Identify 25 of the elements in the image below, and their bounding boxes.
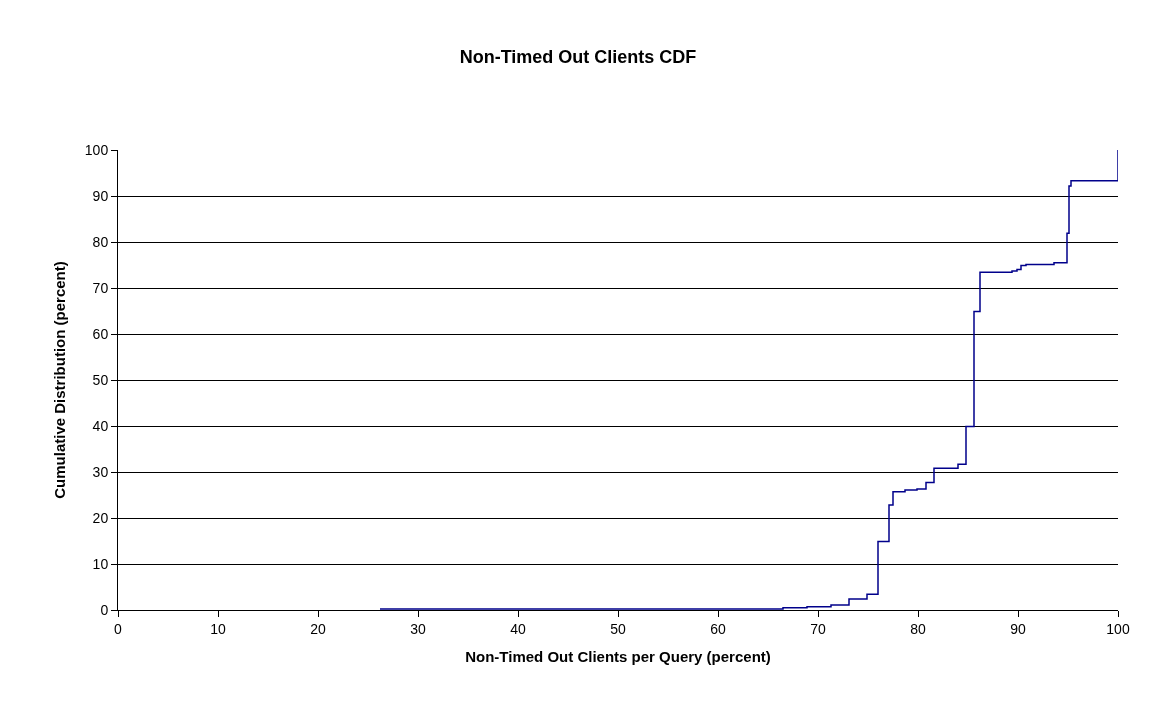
x-tick-label: 50 xyxy=(610,620,626,637)
x-tick-label: 30 xyxy=(410,620,426,637)
x-tick-label: 80 xyxy=(910,620,926,637)
y-axis-title: Cumulative Distribution (percent) xyxy=(51,261,69,499)
y-tick-label: 0 xyxy=(100,601,109,618)
y-tick-label: 50 xyxy=(92,371,109,388)
y-tick-label: 20 xyxy=(92,509,109,526)
y-tick-label: 80 xyxy=(92,233,109,250)
x-axis-title: Non-Timed Out Clients per Query (percent) xyxy=(465,647,771,665)
y-tick-label: 40 xyxy=(92,417,109,434)
y-tick-label: 30 xyxy=(92,463,109,480)
x-tick-label: 10 xyxy=(210,620,226,637)
x-tick-label: 20 xyxy=(310,620,326,637)
x-tick-label: 40 xyxy=(510,620,526,637)
x-tick-label: 60 xyxy=(710,620,726,637)
y-tick-label: 70 xyxy=(92,279,109,296)
x-tick-label: 100 xyxy=(1106,620,1130,637)
x-tick-label: 0 xyxy=(114,620,123,637)
x-tick-label: 90 xyxy=(1010,620,1026,637)
y-tick-label: 10 xyxy=(92,555,109,572)
y-tick-label: 60 xyxy=(92,325,109,342)
chart-title: Non-Timed Out Clients CDF xyxy=(459,46,697,67)
y-tick-label: 100 xyxy=(84,141,109,158)
x-tick-label: 70 xyxy=(810,620,826,637)
y-tick-label: 90 xyxy=(92,187,109,204)
